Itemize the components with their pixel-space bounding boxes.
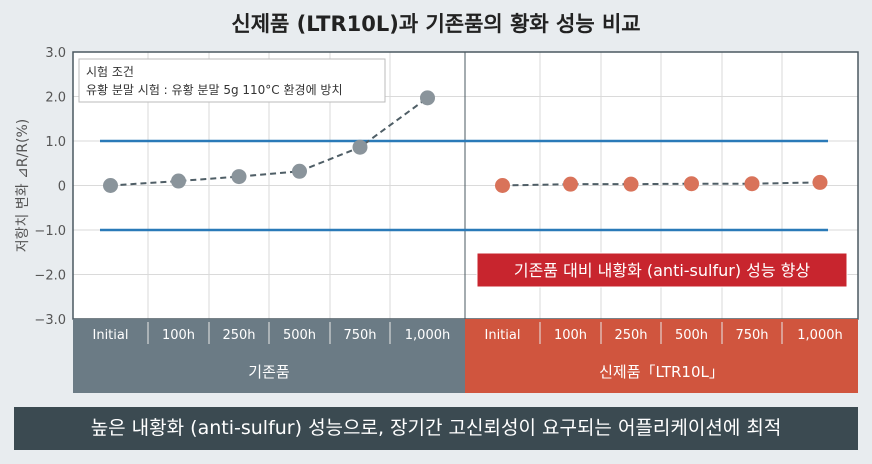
series-line-1: [502, 181, 821, 187]
conditions-box: [78, 58, 386, 103]
summary-banner: 높은 내황화 (anti-sulfur) 성능으로, 장기간 고신뢰성이 요구되…: [14, 407, 858, 450]
chart-svg: 3.0 2.0 1.0 0 −1.0 −2.0 −3.0 저항치 변화 ⊿R/R(%) 시험 조…: [15, 46, 859, 393]
x-tick-label: 750h: [343, 328, 376, 343]
data-point: [563, 176, 578, 192]
data-point: [744, 176, 760, 192]
data-point: [623, 176, 639, 192]
y-tick-label: 2.0: [45, 91, 66, 106]
x-tick-label: 250h: [614, 328, 647, 343]
data-point: [292, 163, 307, 179]
conditions-heading: 시험 조건: [86, 65, 134, 79]
chart-title: 신제품 (LTR10L)과 기존품의 황화 성능 비교: [231, 12, 641, 36]
data-point: [812, 174, 828, 190]
y-tick-label: 0: [58, 180, 66, 195]
x-tick-label: 100h: [162, 328, 195, 343]
y-axis-label: 저항치 변화 ⊿R/R(%): [15, 119, 31, 252]
x-tick-label: 1,000h: [405, 328, 450, 343]
data-point: [171, 173, 186, 189]
x-tick-label: Initial: [485, 328, 521, 343]
y-tick-label: −1.0: [34, 224, 66, 239]
conditions-text: 유황 분말 시험 : 유황 분말 5g 110°C 환경에 방치: [86, 83, 343, 97]
x-tick-label: 1,000h: [797, 328, 842, 343]
x-tick-label: 500h: [283, 328, 316, 343]
data-point: [684, 176, 699, 192]
data-point: [420, 90, 435, 106]
data-point: [103, 178, 118, 193]
group-label: 기존품: [248, 363, 289, 381]
x-tick-label: 100h: [554, 328, 587, 343]
y-tick-label: 1.0: [45, 135, 66, 150]
y-tick-label: 3.0: [45, 46, 66, 61]
x-tick-label: 500h: [675, 328, 708, 343]
annotation-text: 기존품 대비 내황화 (anti-sulfur) 성능 향상: [514, 261, 811, 280]
y-tick-label: −2.0: [34, 269, 66, 284]
annotation-box: [476, 252, 848, 288]
y-tick-label: −3.0: [34, 313, 66, 328]
data-point: [231, 169, 247, 185]
group-label: 신제품「LTR10L」: [599, 363, 724, 381]
x-tick-label: 750h: [735, 328, 768, 343]
x-tick-label: 250h: [222, 328, 255, 343]
data-point: [352, 139, 368, 155]
x-tick-label: Initial: [93, 328, 129, 343]
data-point: [495, 178, 510, 193]
